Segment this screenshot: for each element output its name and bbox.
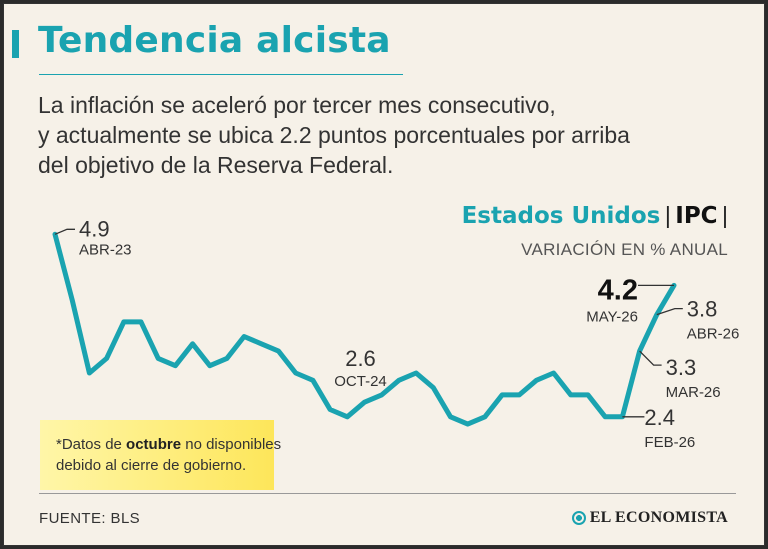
value-label: 2.4: [644, 405, 675, 430]
date-label: OCT-24: [334, 373, 387, 390]
subtitle-line: La inflación se aceleró por tercer mes c…: [38, 92, 556, 118]
source-label: FUENTE: BLS: [39, 510, 141, 527]
brand-icon: [571, 511, 586, 525]
label-leader: [656, 307, 683, 316]
title-divider: [39, 74, 403, 75]
note-suffix: no disponibles: [181, 436, 282, 453]
label-leader: [54, 228, 75, 235]
date-label: MAR-26: [666, 384, 721, 401]
value-label: 3.8: [687, 297, 718, 322]
label-leader: [639, 350, 662, 366]
chart-country: Estados Unidos: [461, 203, 661, 229]
value-label: 4.2: [598, 274, 638, 306]
value-label: 4.9: [79, 216, 110, 241]
note-highlight: octubre: [126, 436, 182, 453]
note-box: *Datos de octubre no disponibles debido …: [40, 420, 281, 490]
note-line2: debido al cierre de gobierno.: [56, 457, 247, 474]
date-label: MAY-26: [586, 308, 638, 325]
note-text: *Datos de octubre no disponibles debido …: [56, 434, 281, 476]
note-prefix: *Datos de: [56, 436, 127, 453]
infographic-card: Tendencia alcista La inflación se aceler…: [3, 3, 765, 546]
subtitle-line: y actualmente se ubica 2.2 puntos porcen…: [38, 122, 630, 148]
subtitle: La inflación se aceleró por tercer mes c…: [38, 90, 738, 180]
date-label: ABR-26: [687, 326, 740, 343]
brand-logo: EL ECONOMISTA: [571, 509, 728, 527]
value-label: 2.6: [345, 346, 376, 371]
date-label: ABR-23: [79, 241, 132, 258]
footer-divider: [39, 493, 736, 494]
chart-indicator: IPC: [675, 203, 718, 229]
subtitle-line: del objetivo de la Reserva Federal.: [38, 152, 394, 178]
chart-units: VARIACIÓN EN % ANUAL: [521, 240, 728, 259]
chart-heading: Estados Unidos | IPC |: [462, 202, 728, 229]
title-accent-bar: [12, 30, 19, 58]
series-line: [52, 231, 677, 427]
page-title: Tendencia alcista: [38, 20, 391, 61]
brand-name: EL ECONOMISTA: [589, 509, 728, 526]
heading-separator: |: [722, 202, 728, 228]
date-label: FEB-26: [644, 434, 695, 451]
value-label: 3.3: [666, 355, 697, 380]
heading-separator: |: [664, 202, 671, 228]
